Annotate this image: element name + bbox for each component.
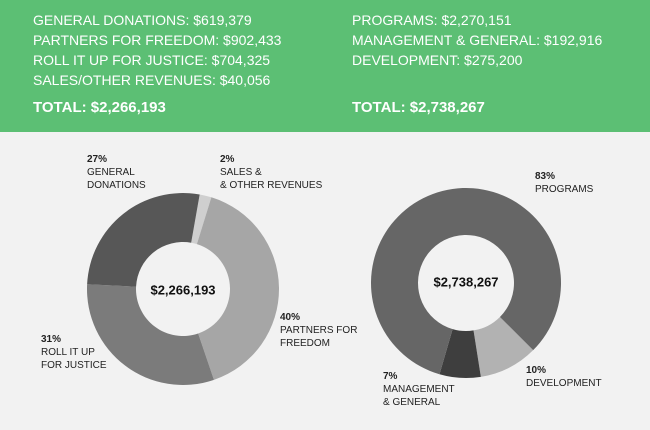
revenue-center-label: $2,266,193 <box>150 282 216 298</box>
expenses-summary: PROGRAMS: $2,270,151 MANAGEMENT & GENERA… <box>352 10 602 118</box>
donut-slice <box>371 188 561 375</box>
revenue-line: SALES/OTHER REVENUES: $40,056 <box>33 72 271 88</box>
donut-slice <box>439 329 481 378</box>
expense-line: MANAGEMENT & GENERAL: $192,916 <box>352 32 603 48</box>
label-development: 10% DEVELOPMENT <box>526 365 602 389</box>
summary-banner: GENERAL DONATIONS: $619,379 PARTNERS FOR… <box>0 0 650 132</box>
revenue-line: ROLL IT UP FOR JUSTICE: $704,325 <box>33 52 271 68</box>
expenses-total: TOTAL: $2,738,267 <box>352 99 485 116</box>
donut-slice <box>196 197 279 380</box>
donut-slice <box>191 194 212 245</box>
donut-slice <box>86 284 214 385</box>
label-management: 7% MANAGEMENT & GENERAL <box>383 371 455 408</box>
label-partners: 40% PARTNERS FOR FREEDOM <box>280 312 358 349</box>
expenses-center-label: $2,738,267 <box>433 274 499 290</box>
label-sales: 2% SALES & & OTHER REVENUES <box>220 154 323 191</box>
donut-slice <box>87 192 200 287</box>
donut-slice <box>473 316 534 377</box>
expense-line: DEVELOPMENT: $275,200 <box>352 52 523 68</box>
label-roll-it-up: 31% ROLL IT UP FOR JUSTICE <box>41 334 107 371</box>
revenue-total: TOTAL: $2,266,193 <box>33 99 166 116</box>
expense-line: PROGRAMS: $2,270,151 <box>352 12 512 28</box>
label-programs: 83% PROGRAMS <box>535 171 594 195</box>
revenue-line: GENERAL DONATIONS: $619,379 <box>33 12 252 28</box>
revenue-summary: GENERAL DONATIONS: $619,379 PARTNERS FOR… <box>33 10 281 118</box>
revenue-line: PARTNERS FOR FREEDOM: $902,433 <box>33 32 282 48</box>
label-general-donations: 27% GENERAL DONATIONS <box>87 154 146 191</box>
